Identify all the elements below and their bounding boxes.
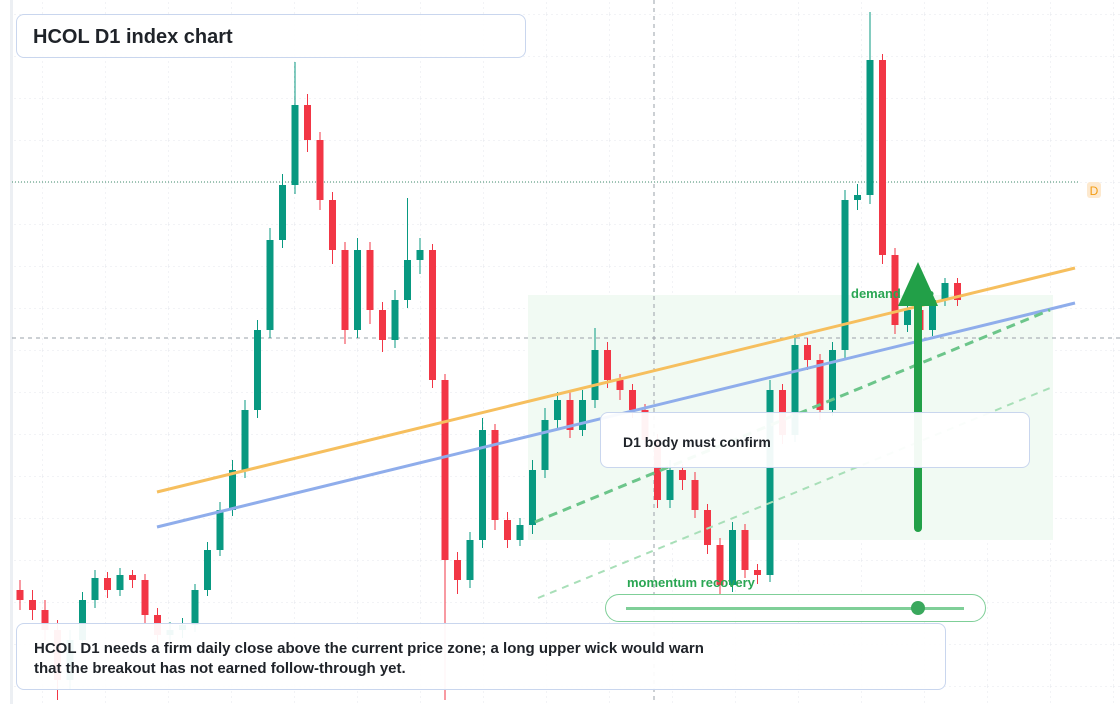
candle-body — [891, 255, 899, 325]
candle-body — [729, 530, 736, 585]
candle-body — [841, 200, 849, 350]
candle-body — [104, 578, 111, 590]
candle-body — [504, 520, 511, 540]
candle-body — [879, 60, 886, 255]
candle-body — [304, 105, 311, 140]
candle-body — [141, 580, 149, 615]
candle-body — [79, 600, 86, 640]
candle-body — [441, 380, 449, 560]
candle-body — [791, 345, 799, 435]
candle-body — [866, 60, 874, 195]
candle-body — [379, 310, 386, 340]
commentary-box: HCOL D1 needs a firm daily close above t… — [16, 623, 946, 690]
candle-body — [929, 300, 936, 330]
candle-body — [241, 410, 249, 470]
candle-body — [341, 250, 349, 330]
candle-body — [654, 440, 661, 500]
candle-body — [254, 330, 261, 410]
candle-body — [691, 480, 699, 510]
slider-thumb[interactable] — [911, 601, 925, 615]
candle-body — [854, 195, 861, 200]
candle-body — [329, 200, 336, 250]
candle-body — [266, 240, 274, 330]
candle-body — [91, 578, 99, 600]
candle-body — [479, 430, 486, 540]
candle-body — [191, 590, 199, 625]
momentum-slider[interactable] — [605, 594, 986, 622]
candle-body — [454, 560, 461, 580]
candle-body — [529, 470, 536, 525]
candle-body — [604, 350, 611, 380]
candle-body — [16, 590, 24, 600]
candle-body — [766, 390, 774, 575]
candle-body — [291, 105, 299, 185]
candle-body — [354, 250, 361, 330]
candle-body — [204, 550, 211, 590]
slider-track — [626, 607, 964, 610]
candle-body — [754, 570, 761, 575]
chart-title: HCOL D1 index chart — [33, 26, 233, 48]
candle-body — [716, 545, 724, 585]
candle-body — [666, 470, 674, 500]
momentum-label: momentum recovery — [627, 575, 755, 590]
candle-body — [566, 400, 574, 430]
candle-body — [591, 350, 599, 400]
arrow-head — [898, 262, 938, 306]
candle-body — [741, 530, 749, 570]
candle-body — [904, 310, 911, 325]
candle-body — [554, 400, 561, 420]
candle-body — [941, 283, 949, 300]
marker: D — [1090, 184, 1099, 198]
confirm-note: D1 body must confirm — [623, 434, 771, 450]
commentary: HCOL D1 needs a firm daily close above t… — [34, 640, 704, 677]
candle-body — [816, 360, 824, 410]
candle-body — [466, 540, 474, 580]
candle-body — [954, 283, 961, 300]
candle-body — [116, 575, 124, 590]
candle-body — [216, 510, 224, 550]
candle-body — [679, 470, 686, 480]
candle-body — [579, 400, 586, 430]
candle-body — [29, 600, 36, 610]
title-box: HCOL D1 index chart — [16, 14, 526, 58]
candle-body — [129, 575, 136, 580]
left-edge — [10, 0, 13, 704]
candle-body — [41, 610, 49, 630]
candle-body — [229, 470, 236, 510]
confirm-box: D1 body must confirm — [600, 412, 1030, 468]
marker-bg — [1087, 182, 1101, 198]
candle-body — [404, 260, 411, 300]
candle-body — [279, 185, 286, 240]
candle-body — [416, 250, 424, 260]
candle-body — [391, 300, 399, 340]
candle-body — [491, 430, 499, 520]
candle-body — [541, 420, 549, 470]
candle-body — [829, 350, 836, 410]
candle-body — [366, 250, 374, 310]
candle-body — [429, 250, 436, 380]
candle-body — [804, 345, 811, 360]
candle-body — [316, 140, 324, 200]
candle-body — [629, 390, 636, 410]
candle-body — [616, 380, 624, 390]
candle-body — [516, 525, 524, 540]
